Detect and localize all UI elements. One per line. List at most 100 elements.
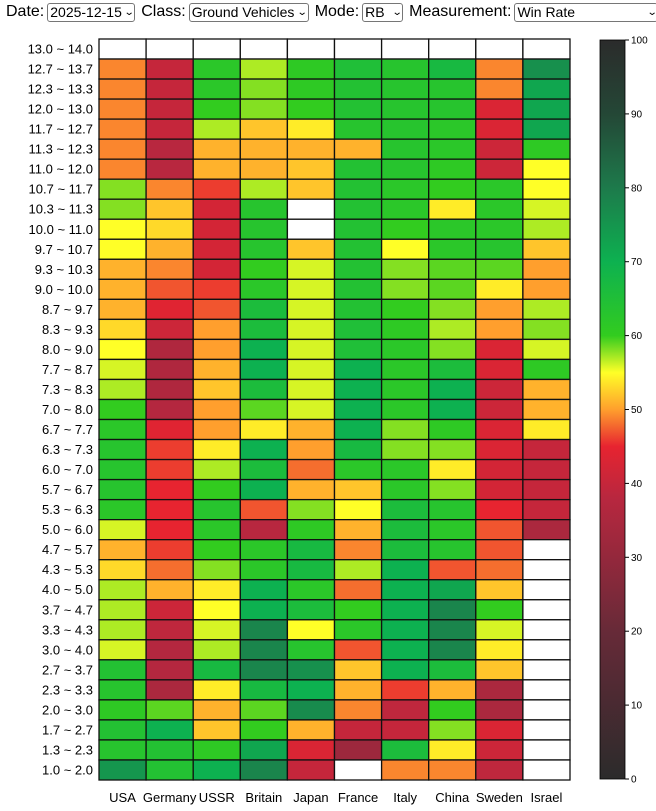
- heatmap-cell[interactable]: [380, 699, 430, 721]
- heatmap-cell[interactable]: [98, 38, 147, 60]
- heatmap-cell[interactable]: [380, 619, 430, 641]
- heatmap-cell[interactable]: [192, 98, 241, 120]
- heatmap-cell[interactable]: [475, 458, 524, 481]
- heatmap-cell[interactable]: [145, 358, 194, 381]
- heatmap-cell[interactable]: [286, 739, 336, 761]
- heatmap-cell[interactable]: [428, 318, 477, 341]
- heatmap-cell[interactable]: [428, 378, 477, 401]
- heatmap-cell[interactable]: [286, 138, 336, 160]
- heatmap-cell[interactable]: [286, 418, 336, 441]
- heatmap-cell[interactable]: [522, 158, 571, 180]
- heatmap-cell[interactable]: [428, 719, 477, 741]
- heatmap-cell[interactable]: [475, 679, 524, 701]
- heatmap-cell[interactable]: [145, 98, 194, 120]
- heatmap-cell[interactable]: [239, 98, 289, 120]
- heatmap-cell[interactable]: [98, 418, 147, 441]
- heatmap-cell[interactable]: [428, 298, 477, 321]
- heatmap-cell[interactable]: [428, 238, 477, 260]
- heatmap-cell[interactable]: [333, 398, 383, 421]
- heatmap-cell[interactable]: [428, 539, 477, 561]
- heatmap-cell[interactable]: [192, 198, 241, 220]
- heatmap-cell[interactable]: [239, 378, 289, 401]
- heatmap-cell[interactable]: [522, 418, 571, 441]
- heatmap-cell[interactable]: [286, 318, 336, 341]
- heatmap-cell[interactable]: [145, 518, 194, 541]
- heatmap-cell[interactable]: [239, 278, 289, 301]
- heatmap-cell[interactable]: [475, 378, 524, 401]
- heatmap-cell[interactable]: [192, 358, 241, 381]
- heatmap-cell[interactable]: [145, 158, 194, 180]
- heatmap-cell[interactable]: [428, 518, 477, 541]
- heatmap-cell[interactable]: [286, 478, 336, 501]
- heatmap-cell[interactable]: [380, 38, 430, 60]
- heatmap-cell[interactable]: [428, 699, 477, 721]
- heatmap-cell[interactable]: [475, 559, 524, 581]
- heatmap-cell[interactable]: [239, 398, 289, 421]
- heatmap-cell[interactable]: [98, 539, 147, 561]
- heatmap-cell[interactable]: [239, 238, 289, 260]
- heatmap-cell[interactable]: [286, 539, 336, 561]
- heatmap-cell[interactable]: [522, 338, 571, 361]
- heatmap-cell[interactable]: [333, 358, 383, 381]
- heatmap-cell[interactable]: [428, 258, 477, 280]
- heatmap-cell[interactable]: [522, 318, 571, 341]
- heatmap-cell[interactable]: [522, 579, 571, 601]
- heatmap-cell[interactable]: [380, 478, 430, 501]
- date-select[interactable]: 2025-12-15 ⌄: [47, 2, 136, 22]
- heatmap-cell[interactable]: [522, 398, 571, 421]
- heatmap-cell[interactable]: [98, 478, 147, 501]
- heatmap-cell[interactable]: [333, 579, 383, 601]
- heatmap-cell[interactable]: [98, 218, 147, 240]
- heatmap-cell[interactable]: [333, 338, 383, 361]
- heatmap-cell[interactable]: [286, 659, 336, 681]
- heatmap-cell[interactable]: [239, 458, 289, 481]
- heatmap-cell[interactable]: [475, 418, 524, 441]
- heatmap-cell[interactable]: [192, 218, 241, 240]
- heatmap-cell[interactable]: [333, 38, 383, 60]
- heatmap-cell[interactable]: [428, 559, 477, 581]
- heatmap-cell[interactable]: [380, 679, 430, 701]
- heatmap-cell[interactable]: [522, 98, 571, 120]
- mode-select[interactable]: RB ⌄: [362, 2, 404, 22]
- heatmap-cell[interactable]: [192, 438, 241, 461]
- heatmap-cell[interactable]: [333, 318, 383, 341]
- heatmap-cell[interactable]: [380, 338, 430, 361]
- heatmap-cell[interactable]: [192, 378, 241, 401]
- heatmap-cell[interactable]: [522, 138, 571, 160]
- heatmap-cell[interactable]: [475, 699, 524, 721]
- heatmap-cell[interactable]: [145, 679, 194, 701]
- heatmap-cell[interactable]: [98, 739, 147, 761]
- heatmap-cell[interactable]: [380, 739, 430, 761]
- heatmap-cell[interactable]: [475, 58, 524, 80]
- heatmap-cell[interactable]: [522, 759, 571, 781]
- heatmap-cell[interactable]: [522, 298, 571, 321]
- heatmap-cell[interactable]: [380, 78, 430, 100]
- heatmap-cell[interactable]: [333, 498, 383, 521]
- heatmap-cell[interactable]: [428, 38, 477, 60]
- heatmap-cell[interactable]: [522, 679, 571, 701]
- heatmap-cell[interactable]: [380, 258, 430, 280]
- heatmap-cell[interactable]: [428, 178, 477, 200]
- heatmap-cell[interactable]: [192, 679, 241, 701]
- heatmap-cell[interactable]: [286, 599, 336, 621]
- heatmap-cell[interactable]: [475, 639, 524, 661]
- heatmap-cell[interactable]: [333, 418, 383, 441]
- heatmap-cell[interactable]: [98, 178, 147, 200]
- heatmap-cell[interactable]: [522, 739, 571, 761]
- heatmap-cell[interactable]: [192, 38, 241, 60]
- heatmap-cell[interactable]: [145, 318, 194, 341]
- heatmap-cell[interactable]: [522, 699, 571, 721]
- heatmap-cell[interactable]: [239, 518, 289, 541]
- heatmap-cell[interactable]: [145, 599, 194, 621]
- heatmap-cell[interactable]: [286, 699, 336, 721]
- heatmap-cell[interactable]: [98, 559, 147, 581]
- heatmap-cell[interactable]: [98, 599, 147, 621]
- heatmap-cell[interactable]: [428, 438, 477, 461]
- heatmap-cell[interactable]: [522, 659, 571, 681]
- heatmap-cell[interactable]: [380, 398, 430, 421]
- heatmap-cell[interactable]: [98, 318, 147, 341]
- heatmap-cell[interactable]: [475, 338, 524, 361]
- heatmap-cell[interactable]: [428, 158, 477, 180]
- heatmap-cell[interactable]: [145, 178, 194, 200]
- heatmap-cell[interactable]: [192, 318, 241, 341]
